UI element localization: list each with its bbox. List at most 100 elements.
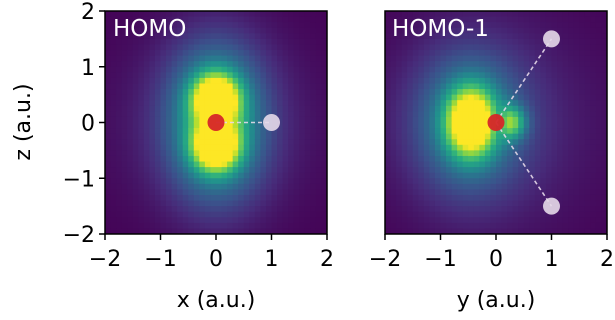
heatmap-cell <box>584 189 591 196</box>
heatmap-cell <box>484 139 492 146</box>
heatmap-cell <box>299 194 306 202</box>
heatmap-cell <box>601 155 607 163</box>
heatmap-cell <box>166 55 173 62</box>
heatmap-cell <box>227 150 234 157</box>
heatmap-cell <box>418 66 425 73</box>
heatmap-cell <box>249 55 256 62</box>
heatmap-cell <box>177 122 184 129</box>
heatmap-cell <box>512 206 519 213</box>
heatmap-cell <box>249 38 256 46</box>
heatmap-cell <box>412 33 419 40</box>
heatmap-cell <box>288 161 295 168</box>
heatmap-cell <box>260 44 267 51</box>
heatmap-cell <box>271 61 278 68</box>
heatmap-cell <box>232 89 239 96</box>
heatmap-cell <box>496 27 503 34</box>
heatmap-cell <box>127 22 134 29</box>
heatmap-cell <box>232 105 239 112</box>
heatmap-cell <box>484 133 492 140</box>
heatmap-cell <box>540 161 547 168</box>
heatmap-cell <box>423 94 430 101</box>
heatmap-cell <box>221 55 228 62</box>
heatmap-cell <box>299 105 306 112</box>
heatmap-cell <box>579 111 586 118</box>
heatmap-cell <box>407 155 414 163</box>
heatmap-cell <box>243 217 250 224</box>
heatmap-cell <box>160 55 167 62</box>
heatmap-cell <box>590 144 597 151</box>
heatmap-cell <box>116 155 123 163</box>
heatmap-cell <box>562 11 569 18</box>
heatmap-cell <box>412 89 419 96</box>
heatmap-cell <box>260 100 267 107</box>
heatmap-cell <box>407 22 414 29</box>
heatmap-cell <box>227 11 234 18</box>
heatmap-cell <box>243 94 250 101</box>
heatmap-cell <box>243 211 250 218</box>
heatmap-cell <box>288 22 295 29</box>
heatmap-cell <box>243 50 250 57</box>
heatmap-cell <box>204 167 212 174</box>
heatmap-cell <box>315 72 323 79</box>
heatmap-cell <box>468 200 475 207</box>
heatmap-cell <box>160 77 167 85</box>
heatmap-cell <box>457 100 464 107</box>
heatmap-cell <box>429 200 436 207</box>
heatmap-cell <box>440 77 447 85</box>
heatmap-cell <box>523 94 530 101</box>
heatmap-cell <box>188 72 195 79</box>
heatmap-cell <box>265 228 273 234</box>
heatmap-cell <box>529 144 536 151</box>
heatmap-cell <box>282 38 289 46</box>
heatmap-cell <box>216 89 223 96</box>
heatmap-cell <box>116 133 123 140</box>
heatmap-cell <box>127 66 134 73</box>
heatmap-cell <box>501 83 508 90</box>
heatmap-cell <box>177 206 184 213</box>
heatmap-cell <box>238 189 245 196</box>
heatmap-cell <box>584 33 591 40</box>
heatmap-cell <box>390 94 397 101</box>
heatmap-cell <box>288 194 295 202</box>
heatmap-cell <box>105 200 112 207</box>
heatmap-cell <box>401 16 408 23</box>
heatmap-cell <box>216 27 223 34</box>
heatmap-cell <box>154 111 162 118</box>
heatmap-cell <box>401 172 408 179</box>
heatmap-cell <box>182 44 189 51</box>
heatmap-cell <box>132 66 139 73</box>
heatmap-cell <box>210 194 217 202</box>
heatmap-cell <box>321 139 327 146</box>
heatmap-cell <box>434 83 442 90</box>
heatmap-cell <box>440 89 447 96</box>
heatmap-cell <box>182 38 189 46</box>
heatmap-cell <box>523 144 530 151</box>
heatmap-cell <box>529 33 536 40</box>
heatmap-cell <box>277 139 284 146</box>
heatmap-cell <box>138 38 145 46</box>
heatmap-cell <box>457 105 464 112</box>
heatmap-cell <box>568 144 575 151</box>
heatmap-cell <box>310 161 317 168</box>
heatmap-cell <box>401 33 408 40</box>
heatmap-cell <box>595 161 603 168</box>
heatmap-cell <box>451 228 458 234</box>
heatmap-cell <box>243 33 250 40</box>
heatmap-cell <box>110 222 117 230</box>
heatmap-cell <box>121 105 128 112</box>
heatmap-cell <box>479 50 486 57</box>
heatmap-cell <box>518 111 525 118</box>
heatmap-cell <box>429 83 436 90</box>
heatmap-cell <box>288 116 295 124</box>
heatmap-cell <box>429 105 436 112</box>
y-tick-label: 2 <box>81 0 95 25</box>
heatmap-cell <box>177 61 184 68</box>
heatmap-cell <box>299 189 306 196</box>
heatmap-cell <box>446 150 453 157</box>
heatmap-cell <box>110 200 117 207</box>
heatmap-cell <box>401 161 408 168</box>
heatmap-cell <box>512 189 519 196</box>
heatmap-cell <box>177 100 184 107</box>
heatmap-cell <box>595 89 603 96</box>
heatmap-cell <box>462 105 469 112</box>
